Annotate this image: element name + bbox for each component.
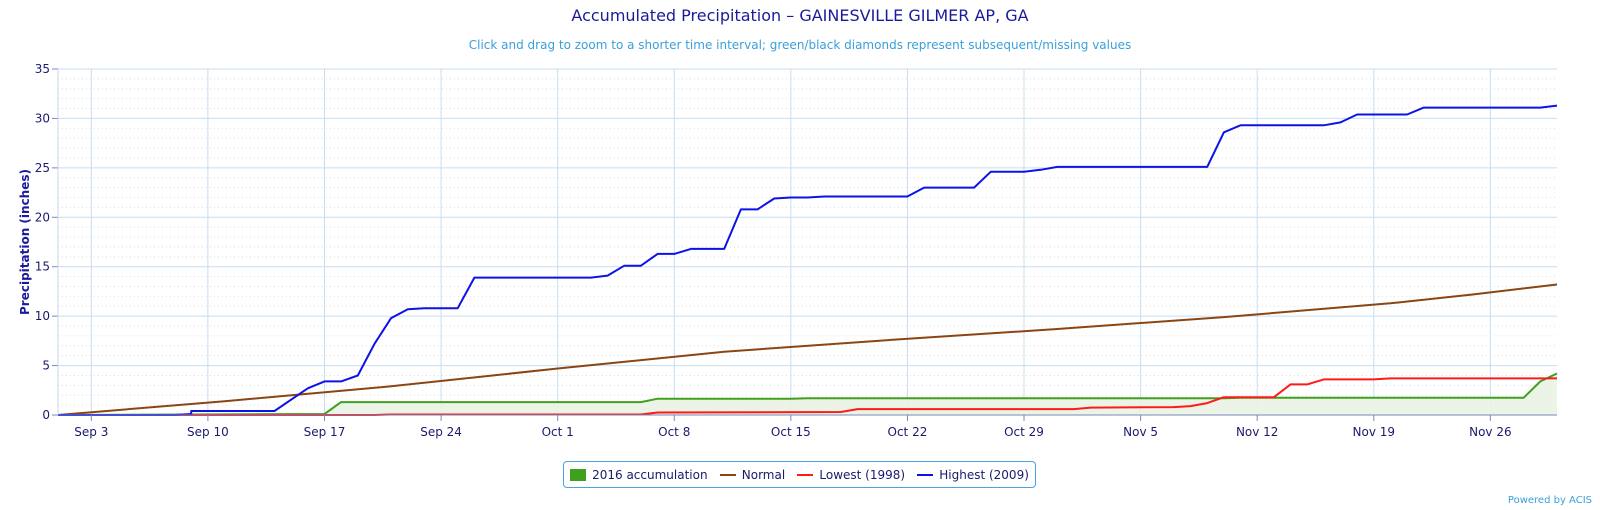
x-tick-label: Oct 8: [658, 425, 690, 439]
series-layer: [57, 104, 1558, 416]
y-tick-label: 30: [35, 111, 50, 125]
legend-label-normal: Normal: [741, 467, 786, 482]
legend-label-highest: Highest (2009): [939, 467, 1029, 482]
legend-label-lowest: Lowest (1998): [819, 467, 906, 482]
y-tick-label: 15: [35, 260, 50, 274]
chart-subtitle: Click and drag to zoom to a shorter time…: [468, 38, 1132, 52]
y-tick-labels: 0 5 10 15 20 25 30 35: [35, 62, 50, 422]
x-tick-label: Nov 26: [1469, 425, 1512, 439]
legend-swatch-highest: [917, 473, 934, 476]
y-tick-label: 20: [35, 210, 50, 224]
major-grid: [58, 68, 1557, 416]
series-line-lowest: [58, 377, 1557, 416]
accumulation-area-layer: [58, 373, 1557, 415]
accumulation-area: [58, 373, 1557, 415]
x-tick-label: Oct 29: [1004, 425, 1044, 439]
legend-item-lowest[interactable]: Lowest (1998): [797, 468, 905, 482]
y-tick-label: 25: [35, 161, 50, 175]
x-tick-label: Sep 10: [187, 425, 229, 439]
x-tick-label: Sep 24: [420, 425, 462, 439]
chart-legend: 2016 accumulation Normal Lowest (1998) H…: [563, 461, 1036, 488]
y-tick-label: 5: [42, 359, 50, 373]
y-tick-label: 10: [35, 309, 50, 323]
series-line-normal: [57, 283, 1558, 416]
credits-link[interactable]: Powered by ACIS: [1507, 495, 1592, 506]
legend-item-normal[interactable]: Normal: [719, 467, 786, 482]
y-tick-label: 0: [42, 408, 50, 422]
legend-swatch-lowest: [797, 473, 814, 476]
minor-grid: [58, 78, 1557, 406]
x-tick-labels: Sep 3 Sep 10 Sep 17 Sep 24 Oct 1 Oct 8 Oct 15 O…: [74, 425, 1511, 439]
x-tick-label: Sep 17: [304, 425, 346, 439]
chart-title: Accumulated Precipitation – GAINESVILLE …: [571, 6, 1029, 25]
legend-item-highest[interactable]: Highest (2009): [917, 468, 1029, 482]
legend-swatch-accumulation: [570, 468, 587, 481]
legend-swatch-normal: [719, 473, 736, 476]
x-tick-label: Oct 22: [888, 425, 928, 439]
x-tick-label: Nov 12: [1236, 425, 1279, 439]
x-tick-label: Oct 1: [542, 425, 574, 439]
x-tick-label: Oct 15: [771, 425, 811, 439]
series-line-highest: [58, 104, 1558, 416]
x-tick-label: Sep 3: [74, 425, 108, 439]
axis-layer: [52, 68, 1557, 421]
series-line-accumulation: [57, 372, 1558, 416]
y-axis-label: Precipitation (inches): [18, 169, 32, 315]
legend-item-accumulation[interactable]: 2016 accumulation: [570, 467, 708, 482]
y-tick-label: 35: [35, 62, 50, 76]
x-tick-label: Nov 19: [1353, 425, 1396, 439]
legend-label-accumulation: 2016 accumulation: [592, 467, 708, 482]
x-tick-label: Nov 5: [1123, 425, 1158, 439]
